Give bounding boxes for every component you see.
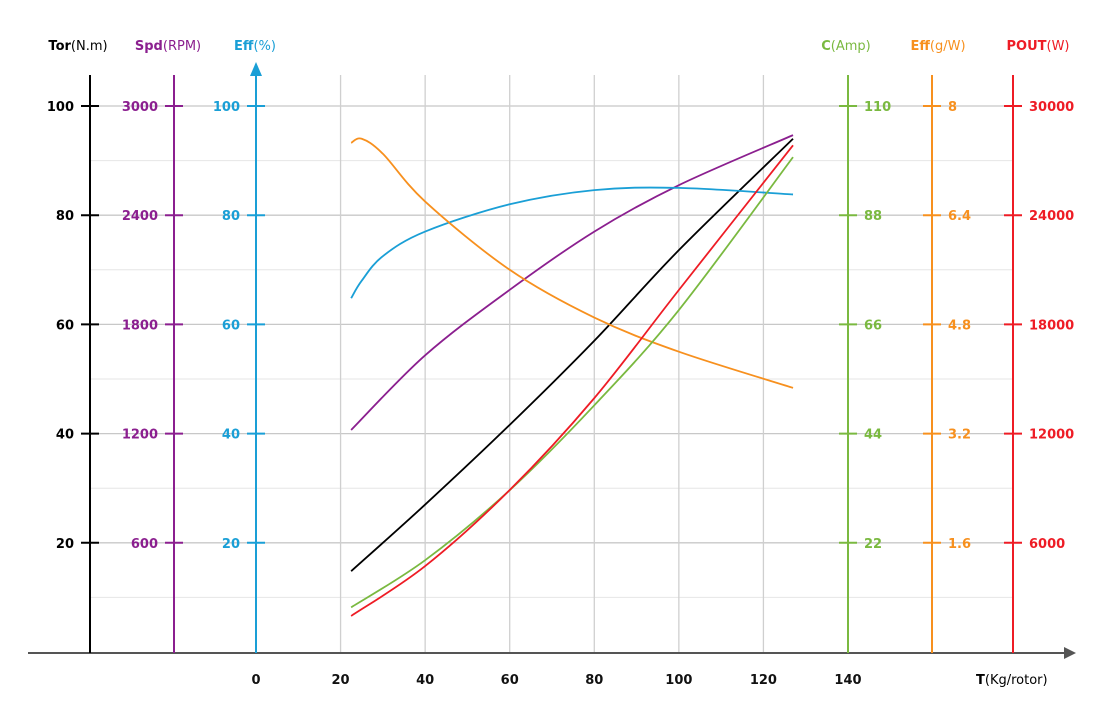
spd-tick-label: 1800 [122, 318, 158, 333]
gw-tick-label: 4.8 [948, 318, 971, 333]
series-line-pout [350, 144, 794, 617]
eff-tick-label: 80 [222, 209, 240, 224]
tor-tick-label: 80 [56, 209, 74, 224]
amp-tick-label: 110 [864, 100, 891, 115]
grid [90, 75, 1013, 652]
amp-tick-label: 66 [864, 318, 882, 333]
axis-title-bold: POUT [1006, 39, 1046, 54]
x-tick-label: 80 [585, 673, 603, 688]
series-line-gw [350, 137, 794, 389]
amp-axis-title: C(Amp) [821, 39, 871, 54]
x-axis-arrow-icon [1064, 647, 1076, 659]
tor-tick-label: 40 [56, 428, 74, 443]
amp-tick-label: 22 [864, 537, 882, 552]
axis-title-unit: (N.m) [71, 39, 108, 54]
spd-tick-label: 1200 [122, 428, 158, 443]
series-line-eff [350, 186, 794, 299]
amp-tick-label: 44 [864, 428, 882, 443]
axis-title-bold: Tor [48, 39, 71, 54]
spd-tick-label: 600 [131, 537, 158, 552]
axis-title-bold: Spd [135, 39, 163, 54]
pout-tick-label: 18000 [1029, 318, 1074, 333]
eff-tick-label: 100 [213, 100, 240, 115]
amp-tick-label: 88 [864, 209, 882, 224]
x-tick-label: 20 [332, 673, 350, 688]
eff-axis-arrow-icon [250, 62, 262, 76]
eff-tick-label: 40 [222, 428, 240, 443]
axis-title-unit: (RPM) [163, 39, 201, 54]
pout-tick-label: 6000 [1029, 537, 1065, 552]
gw-tick-label: 3.2 [948, 428, 971, 443]
x-tick-label: 0 [251, 673, 260, 688]
gw-axis-title: Eff(g/W) [910, 39, 965, 54]
x-tick-label: 60 [501, 673, 519, 688]
axis-title-unit: (%) [253, 39, 276, 54]
tor-tick-label: 20 [56, 537, 74, 552]
axes: 0 20 40 60 80 100 120 140 Tor(N.m) 20 40 60 80 100 Spd… [28, 39, 1076, 688]
pout-tick-label: 30000 [1029, 100, 1074, 115]
pout-tick-label: 12000 [1029, 428, 1074, 443]
series-line-spd [350, 134, 794, 431]
x-tick-label: 120 [750, 673, 777, 688]
axis-title-bold: Eff [234, 39, 254, 54]
axis-title-unit: (Amp) [831, 39, 871, 54]
x-tick-label: 40 [416, 673, 434, 688]
pout-tick-label: 24000 [1029, 209, 1074, 224]
gw-tick-label: 1.6 [948, 537, 971, 552]
axis-title-unit: (g/W) [930, 39, 966, 54]
spd-tick-label: 2400 [122, 209, 158, 224]
x-tick-label: 140 [834, 673, 861, 688]
gw-tick-label: 6.4 [948, 209, 971, 224]
tor-tick-label: 100 [47, 100, 74, 115]
tor-axis-title: Tor(N.m) [48, 39, 107, 54]
series-lines [350, 134, 794, 617]
eff-axis-title: Eff(%) [234, 39, 276, 54]
tor-tick-label: 60 [56, 318, 74, 333]
x-tick-label: 100 [665, 673, 692, 688]
spd-tick-label: 3000 [122, 100, 158, 115]
axis-title-bold: Eff [910, 39, 930, 54]
axis-title-bold: C [821, 39, 831, 54]
series-line-amp [350, 156, 794, 609]
eff-tick-label: 20 [222, 537, 240, 552]
series-line-tor [350, 138, 794, 572]
spd-axis-title: Spd(RPM) [135, 39, 201, 54]
pout-axis-title: POUT(W) [1006, 39, 1069, 54]
x-axis-label: T(Kg/rotor) [976, 673, 1048, 688]
axis-title-unit: (W) [1047, 39, 1070, 54]
gw-tick-label: 8 [948, 100, 957, 115]
eff-tick-label: 60 [222, 318, 240, 333]
